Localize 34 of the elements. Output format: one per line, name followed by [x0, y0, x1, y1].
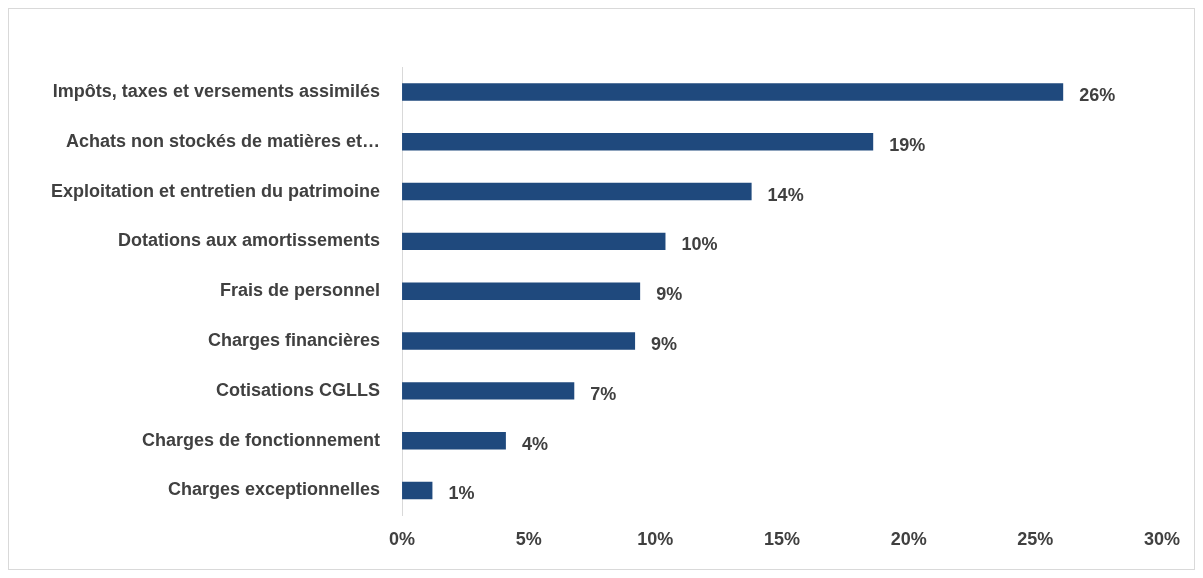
y-tick-label: Charges de fonctionnement: [142, 429, 381, 450]
x-tick-label: 25%: [1017, 529, 1054, 550]
x-tick-label: 20%: [890, 529, 927, 550]
data-label: 26%: [1079, 84, 1116, 105]
data-label: 1%: [448, 483, 475, 504]
data-label: 19%: [889, 134, 926, 155]
bar: [402, 133, 874, 151]
bar: [402, 382, 575, 400]
y-tick-label: Achats non stockés de matières et…: [65, 130, 381, 151]
y-tick-label: Charges financières: [207, 329, 381, 350]
x-tick-label: 30%: [1143, 529, 1180, 550]
bar: [402, 83, 1064, 101]
x-tick-label: 5%: [515, 529, 542, 550]
y-tick-label: Cotisations CGLLS: [216, 379, 381, 400]
data-label: 7%: [590, 383, 617, 404]
bar: [402, 232, 666, 251]
data-label: 4%: [521, 433, 548, 454]
x-tick-label: 0%: [389, 529, 416, 550]
y-tick-label: Charges exceptionnelles: [167, 479, 381, 500]
x-tick-label: 10%: [637, 529, 674, 550]
bar: [402, 282, 641, 300]
y-tick-label: Impôts, taxes et versements assimilés: [52, 80, 381, 101]
data-label: 9%: [651, 333, 678, 354]
y-tick-label: Dotations aux amortissements: [117, 230, 381, 251]
x-tick-label: 15%: [763, 529, 801, 550]
bar: [402, 332, 636, 350]
data-label: 9%: [656, 284, 683, 305]
bar: [402, 431, 506, 450]
data-label: 10%: [681, 234, 718, 255]
bar: [402, 182, 752, 201]
bar: [402, 481, 433, 500]
y-tick-label: Exploitation et entretien du patrimoine: [51, 180, 381, 201]
data-label: 14%: [767, 184, 804, 205]
y-tick-label: Frais de personnel: [219, 280, 381, 301]
